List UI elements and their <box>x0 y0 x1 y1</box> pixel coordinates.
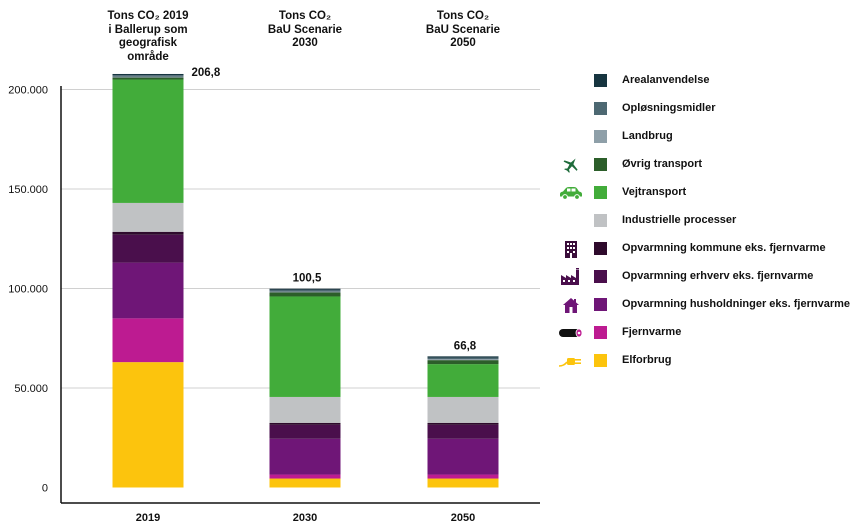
y-tick-label: 200.000 <box>8 85 48 97</box>
bar-segment <box>427 360 499 365</box>
legend-swatch <box>594 298 607 311</box>
legend-item: Arealanvendelse <box>556 72 850 90</box>
bar-segment <box>269 424 341 439</box>
legend-item: Vejtransport <box>556 184 850 202</box>
legend-item: Opvarmning erhverv eks. fjernvarme <box>556 268 850 286</box>
legend-item: Opløsningsmidler <box>556 100 850 118</box>
bar-segment <box>112 262 184 319</box>
legend-item: Øvrig transport <box>556 156 850 174</box>
y-tick-label: 150.000 <box>8 184 48 196</box>
car-icon <box>556 182 586 204</box>
legend-label: Fjernvarme <box>622 326 682 338</box>
column-title-line: område <box>127 50 169 63</box>
bar-segment <box>427 396 499 423</box>
column-title-line: Tons CO₂ <box>278 10 332 22</box>
x-tick-label: 2050 <box>451 512 475 524</box>
bar-segment <box>112 77 184 80</box>
bar-segment <box>427 356 499 358</box>
bar-segment <box>112 76 184 78</box>
column-title: Tons CO₂ BaU Scenarie 2050 <box>398 10 528 51</box>
column-title-line: Tons CO₂ <box>436 10 490 22</box>
bar-segment <box>112 234 184 263</box>
bar-segment <box>427 424 499 439</box>
bar-segment <box>112 231 184 235</box>
bar-segment <box>269 478 341 488</box>
legend-label: Arealanvendelse <box>622 74 710 86</box>
bar-segment <box>427 364 499 397</box>
legend-swatch <box>594 74 607 87</box>
bar-total-label: 66,8 <box>454 340 477 352</box>
column-title-line: geografisk <box>118 37 178 49</box>
legend-swatch <box>594 242 607 255</box>
bar-total-label: 100,5 <box>293 273 322 285</box>
column-title: Tons CO₂ BaU Scenarie 2030 <box>240 10 370 51</box>
column-title: Tons CO₂ 2019 i Ballerup som geografisk omr… <box>83 10 213 64</box>
column-title-line: BaU Scenarie <box>267 23 343 36</box>
legend-label: Opvarmning erhverv eks. fjernvarme <box>622 270 814 282</box>
legend-swatch <box>594 214 607 227</box>
legend-swatch <box>594 270 607 283</box>
bar-segment <box>112 75 184 77</box>
column-title-line: Tons CO₂ 2019 <box>107 10 189 22</box>
column-title-line: 2030 <box>292 37 318 49</box>
bar-segment <box>112 79 184 203</box>
x-tick-label: 2019 <box>136 512 160 524</box>
bar-segment <box>427 422 499 425</box>
legend-label: Opløsningsmidler <box>622 102 716 114</box>
legend-swatch <box>594 186 607 199</box>
legend-label: Opvarmning kommune eks. fjernvarme <box>622 242 826 254</box>
bar-segment <box>427 359 499 361</box>
legend-item: Opvarmning kommune eks. fjernvarme <box>556 240 850 258</box>
bar-segment <box>112 202 184 232</box>
bar-segment <box>112 362 184 488</box>
bar-segment <box>269 292 341 297</box>
legend-swatch <box>594 354 607 367</box>
x-tick-label: 2030 <box>293 512 317 524</box>
column-title-line: 2050 <box>450 37 476 49</box>
plug-icon <box>556 350 586 372</box>
bar-segment <box>269 288 341 290</box>
bar-segment <box>112 318 184 363</box>
y-tick-label: 50.000 <box>14 383 48 395</box>
bar-segment <box>269 289 341 292</box>
legend-label: Øvrig transport <box>622 158 703 170</box>
bar-segment <box>427 474 499 479</box>
factory-icon <box>556 266 586 288</box>
legend-item: Landbrug <box>556 128 850 146</box>
bar-segment <box>269 296 341 397</box>
legend-label: Opvarmning husholdninger eks. fjernvarme <box>622 298 850 310</box>
y-tick-label: 0 <box>42 483 48 495</box>
bar-segment <box>269 438 341 475</box>
bar-segment <box>269 422 341 425</box>
legend-item: Elforbrug <box>556 352 850 370</box>
bar-segment <box>427 438 499 475</box>
legend-item: Opvarmning husholdninger eks. fjernvarme <box>556 296 850 314</box>
legend-label: Vejtransport <box>622 186 687 198</box>
legend-swatch <box>594 158 607 171</box>
bar-segment <box>269 291 341 293</box>
legend-swatch <box>594 102 607 115</box>
airplane-icon <box>556 154 586 176</box>
legend-item: Fjernvarme <box>556 324 850 342</box>
legend-swatch <box>594 326 607 339</box>
legend-label: Industrielle processer <box>622 214 737 226</box>
y-tick-label: 100.000 <box>8 284 48 296</box>
legend-label: Landbrug <box>622 130 673 142</box>
bar-segment <box>269 474 341 479</box>
legend-swatch <box>594 130 607 143</box>
column-title-line: i Ballerup som <box>108 23 188 36</box>
bar-segment <box>427 478 499 488</box>
column-title-line: BaU Scenarie <box>425 23 501 36</box>
pipe-icon <box>556 322 586 344</box>
bar-segment <box>112 73 184 76</box>
bar-total-label: 206,8 <box>192 67 221 79</box>
bar-segment <box>427 357 499 360</box>
bar-segment <box>269 396 341 423</box>
legend-item: Industrielle processer <box>556 212 850 230</box>
house-icon <box>556 294 586 316</box>
legend-label: Elforbrug <box>622 354 672 366</box>
building-icon <box>556 238 586 260</box>
